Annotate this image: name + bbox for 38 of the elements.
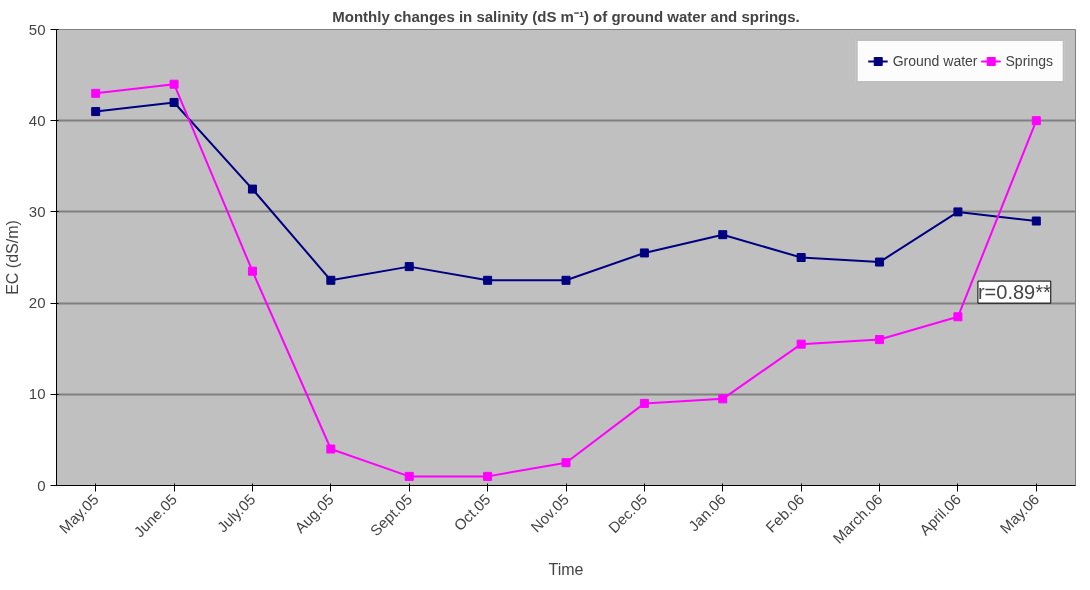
point	[561, 458, 571, 468]
point	[91, 107, 101, 117]
point	[875, 257, 885, 267]
x-axis-title: Time	[548, 560, 584, 578]
point	[796, 253, 806, 262]
y-tick-label: 30	[28, 202, 46, 220]
point	[953, 207, 963, 217]
point	[561, 275, 571, 285]
point	[796, 339, 806, 349]
chart-title: Monthly changes in salinity (dS m⁻¹) of ground water and springs.	[332, 7, 800, 25]
point	[483, 471, 493, 481]
point	[639, 398, 649, 408]
y-tick-label: 20	[28, 294, 46, 312]
point	[247, 266, 257, 276]
point	[326, 275, 336, 285]
point	[875, 335, 885, 345]
point	[169, 79, 179, 89]
point	[718, 230, 728, 240]
point	[91, 88, 101, 98]
legend-label: Ground water	[892, 53, 978, 69]
y-tick-label: 50	[28, 20, 46, 38]
point	[247, 184, 257, 194]
point	[404, 262, 414, 272]
annotation: r=0.89**	[977, 281, 1051, 304]
y-tick-label: 10	[28, 385, 46, 403]
y-axis-title: EC (dS/m)	[3, 220, 21, 295]
point	[404, 471, 414, 481]
y-tick-label: 0	[37, 476, 46, 494]
point	[1031, 216, 1041, 226]
point	[718, 394, 728, 404]
legend-label: Springs	[1005, 53, 1053, 69]
point	[169, 97, 179, 107]
point	[1031, 116, 1041, 126]
point	[326, 444, 336, 454]
y-tick-label: 40	[28, 111, 46, 129]
point	[483, 275, 493, 285]
point	[953, 312, 963, 322]
point	[639, 248, 649, 258]
